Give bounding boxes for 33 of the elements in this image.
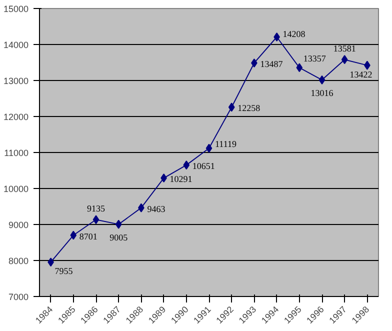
data-label: 7955 — [54, 266, 74, 276]
data-label: 9005 — [110, 232, 128, 242]
y-tick-label: 9000 — [8, 220, 29, 230]
point — [70, 230, 77, 240]
data-label: 10651 — [192, 161, 215, 172]
data-label: 12258 — [238, 103, 261, 114]
point — [341, 55, 348, 64]
y-tick-label: 7000 — [8, 292, 29, 302]
data-label: 9135 — [87, 204, 106, 214]
data-label: 13422 — [350, 69, 372, 80]
y-tick-label: 10000 — [3, 184, 29, 194]
point — [183, 160, 190, 170]
data-label: 13487 — [260, 58, 284, 69]
y-tick-label: 12000 — [3, 112, 29, 122]
data-label: 9463 — [147, 204, 166, 214]
point — [206, 144, 212, 153]
y-tick-label: 15000 — [3, 4, 29, 14]
y-tick-label: 13000 — [3, 76, 29, 86]
point — [296, 63, 303, 72]
y-tick-label: 14000 — [3, 40, 29, 50]
data-label: 11119 — [215, 139, 237, 150]
data-label: 13357 — [303, 54, 326, 64]
data-label: 10291 — [170, 174, 192, 184]
point — [115, 220, 122, 229]
y-tick-label: 8000 — [8, 256, 29, 266]
y-tick-label: 11000 — [4, 148, 28, 158]
data-label: 13016 — [310, 88, 334, 98]
point — [228, 102, 235, 112]
point — [92, 215, 100, 224]
point — [318, 75, 326, 84]
data-label: 13581 — [333, 44, 356, 54]
data-label: 8701 — [79, 231, 98, 242]
data-label: 14208 — [282, 29, 306, 40]
